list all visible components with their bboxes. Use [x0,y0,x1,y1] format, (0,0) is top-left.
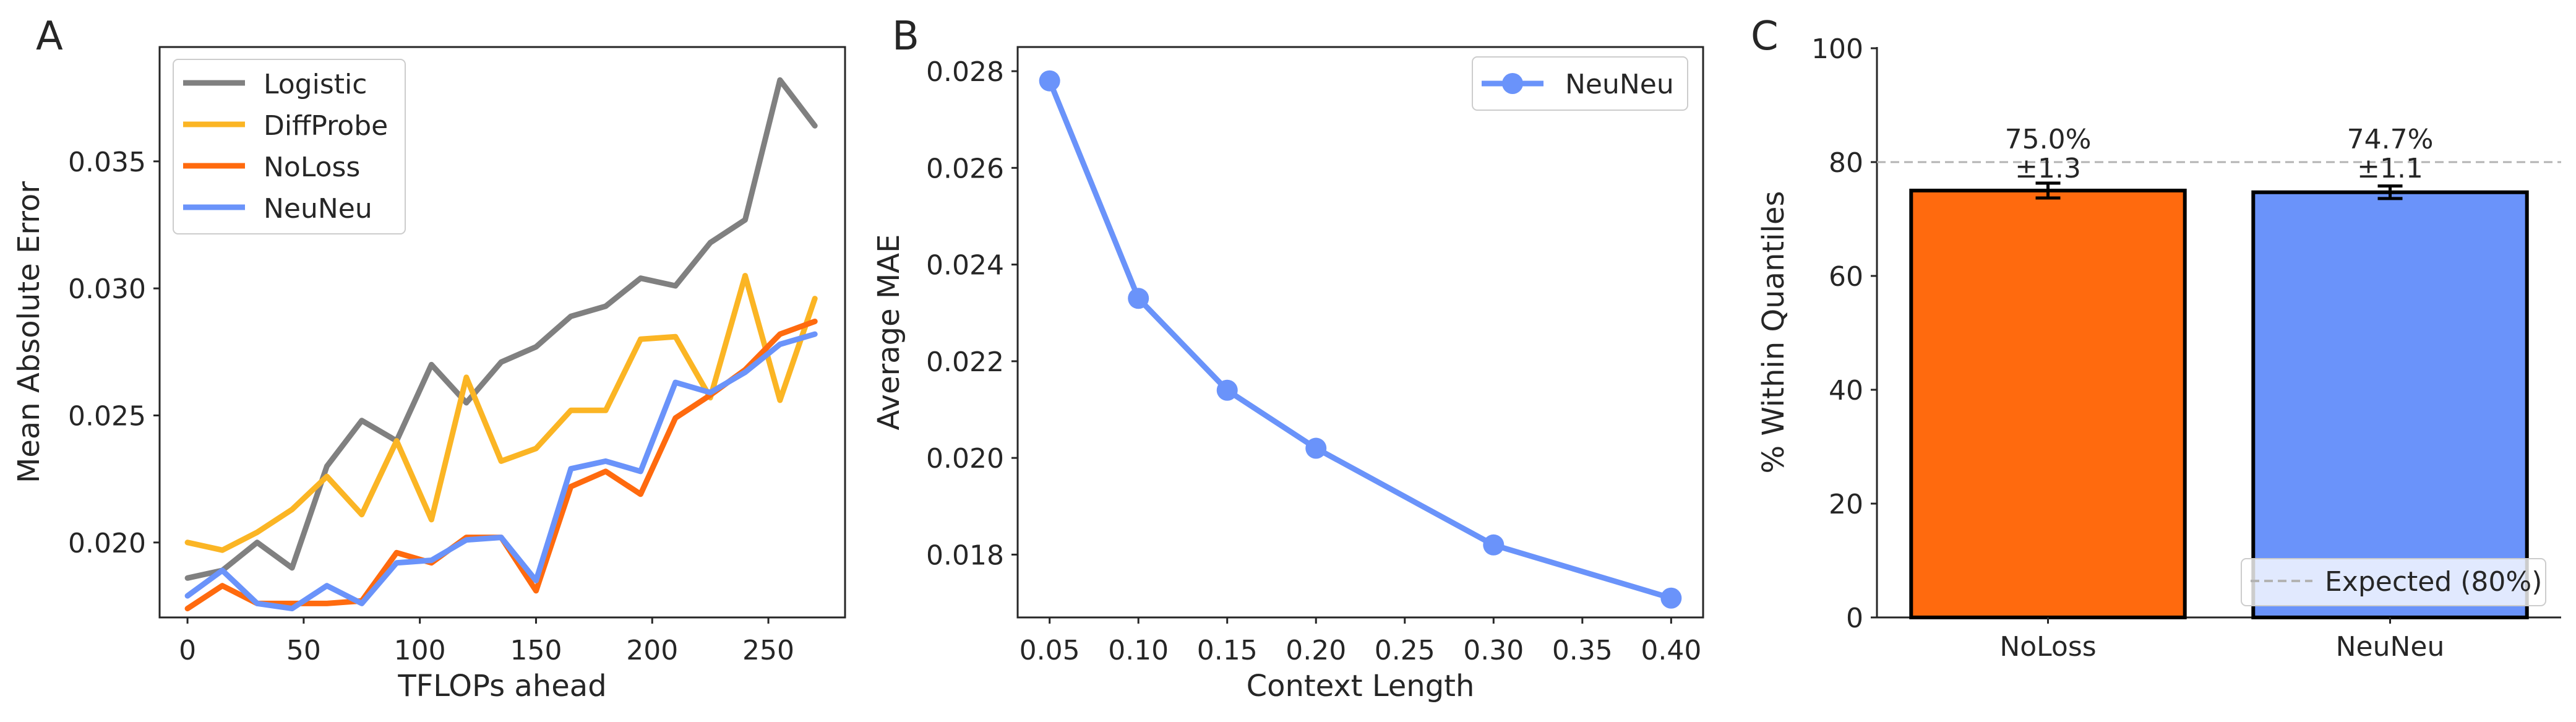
legend-label-expected: Expected (80%) [2325,566,2542,598]
panel-c-y-tick-label: 0 [1846,603,1863,634]
legend-marker-neuneu-b [1502,73,1523,94]
panel-a-chart: 0.020 0.025 0.030 0.035 0 50 100 150 200 250 TFL… [12,46,846,703]
panel-c-y-tick-label: 60 [1829,261,1863,293]
panel-letter-b: B [892,14,919,59]
panel-c-y-tick-label: 20 [1829,489,1863,520]
panel-a-x-tick-label: 150 [510,635,562,666]
panel-c-bar-neuneu [2251,190,2529,619]
legend-label-neuneu-b: NeuNeu [1565,69,1674,100]
panel-c-legend-box [2241,558,2546,606]
panel-c-y-tick-label: 80 [1829,147,1863,179]
panel-a-x-tick-label: 100 [394,635,446,666]
panel-b-x-tick-label: 0.30 [1463,635,1524,666]
panel-c-y-axis-label: % Within Quantiles [1756,191,1791,474]
panel-b-data-point [1039,70,1060,92]
panel-c-error-label: ±1.1 [2357,153,2423,184]
panel-a-y-axis-label: Mean Absolute Error [12,181,46,483]
panel-a-series-line-logistic [184,77,818,581]
panel-b-series-line-neuneu [1047,78,1674,601]
panel-a-x-axis-label: TFLOPs ahead [397,669,606,703]
panel-a-y-tick-label: 0.035 [68,147,146,178]
panel-b-x-tick-label: 0.35 [1552,635,1613,666]
panel-b-x-tick-label: 0.25 [1375,635,1435,666]
panel-b-y-tick-label: 0.022 [926,346,1004,378]
panel-c-category-label: NeuNeu [2336,631,2445,663]
panel-b-data-point [1483,534,1505,556]
panel-a-x-tick-label: 250 [742,635,794,666]
panel-a-x-tick-label: 0 [179,635,196,666]
panel-c-y-tick-label: 40 [1829,375,1863,406]
panel-letter-c: C [1751,14,1779,59]
panel-a-x-tick-label: 200 [626,635,678,666]
panel-c-value-label: 75.0% [2005,124,2092,155]
legend-label-logistic: Logistic [264,69,367,100]
panel-b-x-tick-label: 0.40 [1641,635,1701,666]
panel-b-legend: NeuNeu [1472,56,1688,111]
panel-b-x-tick-label: 0.20 [1286,635,1346,666]
legend-label-diffprobe: DiffProbe [264,110,388,142]
panel-c-legend: Expected (80%) [2241,558,2546,606]
panel-b-y-tick-label: 0.028 [926,56,1004,88]
panel-a-frame [158,46,846,619]
panel-b-y-tick-label: 0.024 [926,250,1004,281]
panel-b-x-tick-label: 0.05 [1020,635,1080,666]
panel-a-legend-box [173,59,406,234]
panel-c-bar-noloss [1909,189,2187,619]
panel-b-data-point [1660,587,1682,609]
panel-b-data-point [1305,437,1327,459]
panel-b-x-tick-label: 0.10 [1108,635,1169,666]
panel-b-data-point [1128,288,1149,309]
panel-a-series-line-neuneu [184,331,818,612]
panel-b-y-tick-label: 0.026 [926,153,1004,184]
panel-a-y-tick-label: 0.030 [68,273,146,305]
panel-b-legend-box [1472,56,1688,111]
panel-a-y-tick-label: 0.020 [68,528,146,559]
panel-b-y-tick-label: 0.018 [926,539,1004,571]
panel-c-error-label: ±1.3 [2015,153,2081,184]
panel-c-chart: 0 20 40 60 80 100 75.0%±1.3 NoLoss 74.7%±1.1 Neu… [1756,33,2561,663]
panel-a-series-line-diffprobe [184,273,818,553]
panel-c-category-label: NoLoss [1999,631,2096,663]
panel-b-x-axis-label: Context Length [1247,669,1475,703]
legend-label-neuneu: NeuNeu [264,193,372,225]
panel-b-chart: 0.018 0.020 0.022 0.024 0.026 0.028 0.05 0.10 0… [872,46,1704,703]
panel-c-y-tick-label: 100 [1811,33,1863,65]
panel-a-x-tick-label: 50 [286,635,321,666]
panel-c-value-label: 74.7% [2347,124,2434,155]
panel-letter-a: A [36,14,63,59]
legend-label-noloss: NoLoss [264,152,360,183]
panel-b-x-tick-label: 0.15 [1197,635,1258,666]
panel-b-data-point [1216,379,1238,401]
panel-b-y-axis-label: Average MAE [872,234,906,431]
panel-b-frame [1016,46,1704,619]
panel-a-y-tick-label: 0.025 [68,401,146,432]
panel-a-legend: Logistic DiffProbe NoLoss NeuNeu [173,59,406,234]
panel-b-y-tick-label: 0.020 [926,443,1004,475]
